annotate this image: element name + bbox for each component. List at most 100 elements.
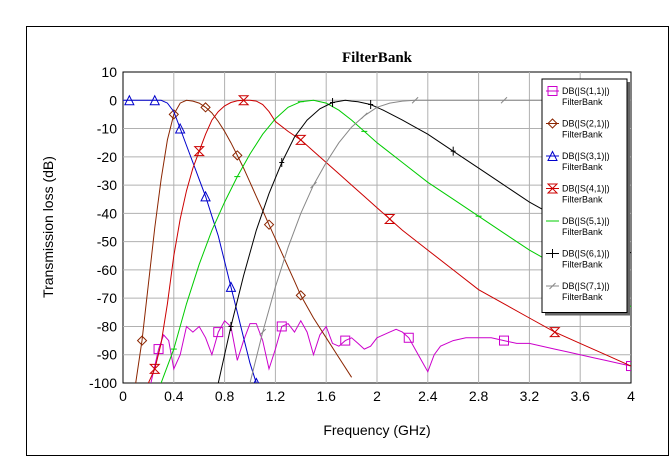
data-point (411, 96, 419, 104)
legend-series-name: DB(|S(5,1)|) (562, 216, 610, 226)
series-2 (135, 99, 353, 383)
y-tick-label: -40 (97, 205, 117, 221)
data-point (310, 181, 317, 189)
y-tick-label: 0 (109, 92, 117, 108)
data-point (383, 214, 396, 225)
series-line (150, 319, 631, 383)
data-point (232, 150, 243, 161)
legend-item: DB(|S(4,1)|)FilterBank (546, 183, 610, 205)
series-line (217, 99, 631, 383)
legend-series-source: FilterBank (562, 227, 603, 237)
legend-item: DB(|S(6,1)|)FilterBank (546, 249, 610, 270)
data-point (295, 290, 307, 301)
y-tick-label: 10 (101, 64, 117, 80)
legend-series-source: FilterBank (562, 292, 603, 302)
data-point (626, 361, 631, 372)
y-tick-label: -30 (97, 177, 117, 193)
legend-item: DB(|S(5,1)|)FilterBank (546, 216, 610, 237)
y-tick-label: -20 (97, 149, 117, 165)
legend-series-name: DB(|S(7,1)|) (562, 281, 610, 291)
y-tick-label: -70 (97, 290, 117, 306)
legend-series-source: FilterBank (562, 195, 603, 205)
data-point (263, 219, 275, 230)
data-point (149, 94, 161, 106)
data-point (174, 122, 186, 134)
x-tick-label: 2.8 (469, 388, 489, 404)
x-tick-label: 1.6 (316, 388, 336, 404)
legend-marker (547, 86, 558, 96)
data-point (499, 335, 509, 346)
legend-marker (547, 118, 558, 129)
legend: DB(|S(1,1)|)FilterBankDB(|S(2,1)|)Filter… (541, 78, 630, 316)
x-tick-label: 1.2 (266, 388, 286, 404)
legend-series-name: DB(|S(4,1)|) (562, 184, 610, 194)
y-tick-label: -60 (97, 262, 117, 278)
filterbank-chart: 0 0.4 0.8 1.2 1.6 2 2.4 2.8 3.2 3.6 4 10 0 -10 -20 -30… (40, 50, 635, 438)
data-point (168, 109, 180, 120)
series-line (249, 99, 631, 383)
data-point (360, 112, 368, 120)
x-tick-label: 3.6 (570, 388, 590, 404)
legend-series-name: DB(|S(6,1)|) (562, 249, 610, 259)
x-axis-label: Frequency (GHz) (323, 422, 430, 438)
series-line (123, 99, 257, 383)
legend-item: DB(|S(2,1)|)FilterBank (546, 118, 610, 140)
x-tick-label: 2.4 (418, 388, 438, 404)
legend-item: DB(|S(7,1)|)FilterBank (546, 281, 610, 302)
series-layer (123, 94, 631, 383)
x-tick-labels: 0 0.4 0.8 1.2 1.6 2 2.4 2.8 3.2 3.6 4 (119, 388, 635, 404)
legend-series-source: FilterBank (562, 162, 603, 172)
data-point (276, 321, 287, 332)
legend-series-name: DB(|S(1,1)|) (562, 86, 610, 96)
y-tick-labels: 10 0 -10 -20 -30 -40 -50 -60 -70 -80 -90 -100 (89, 64, 117, 391)
data-point (213, 327, 224, 338)
data-point (237, 95, 250, 106)
data-point (330, 98, 336, 108)
x-tick-label: 0.4 (164, 388, 184, 404)
data-point (368, 100, 374, 110)
y-tick-label: -50 (97, 234, 117, 250)
data-point (450, 146, 456, 156)
y-tick-label: -90 (97, 347, 117, 363)
data-point (279, 157, 285, 167)
x-tick-label: 4 (627, 388, 635, 404)
data-point (149, 363, 161, 374)
data-point (549, 327, 561, 338)
legend-marker (550, 249, 555, 258)
legend-item: DB(|S(1,1)|)FilterBank (546, 86, 610, 107)
data-point (200, 102, 211, 113)
series-line (135, 99, 353, 383)
data-point (124, 94, 135, 106)
legend-series-name: DB(|S(3,1)|) (562, 151, 610, 161)
legend-item: DB(|S(3,1)|)FilterBank (546, 150, 610, 172)
data-point (295, 134, 307, 145)
data-point (193, 146, 205, 157)
data-point (228, 321, 234, 331)
data-point (136, 335, 148, 346)
data-point (340, 335, 351, 346)
series-1 (150, 319, 631, 383)
legend-marker (549, 282, 556, 290)
x-tick-label: 0 (119, 388, 127, 404)
data-point (259, 328, 267, 336)
legend-series-source: FilterBank (562, 97, 603, 107)
y-tick-label: -10 (97, 121, 117, 137)
legend-marker (547, 150, 558, 161)
data-point (403, 332, 414, 343)
y-axis-label: Transmission loss (dB) (40, 156, 56, 298)
y-tick-label: -100 (89, 375, 117, 391)
legend-series-name: DB(|S(2,1)|) (562, 119, 610, 129)
legend-marker (546, 183, 559, 194)
x-tick-label: 0.8 (215, 388, 235, 404)
y-tick-label: -80 (97, 318, 117, 334)
data-point (200, 190, 211, 202)
legend-series-source: FilterBank (562, 260, 603, 270)
legend-series-source: FilterBank (562, 130, 603, 140)
legend-box (541, 78, 628, 313)
chart-frame: 0 0.4 0.8 1.2 1.6 2 2.4 2.8 3.2 3.6 4 10 0 -10 -20 -30… (26, 26, 669, 456)
data-point (225, 281, 237, 292)
series-4 (147, 95, 631, 383)
series-3 (123, 94, 260, 383)
x-tick-label: 2 (373, 388, 381, 404)
chart-title: FilterBank (342, 50, 413, 66)
